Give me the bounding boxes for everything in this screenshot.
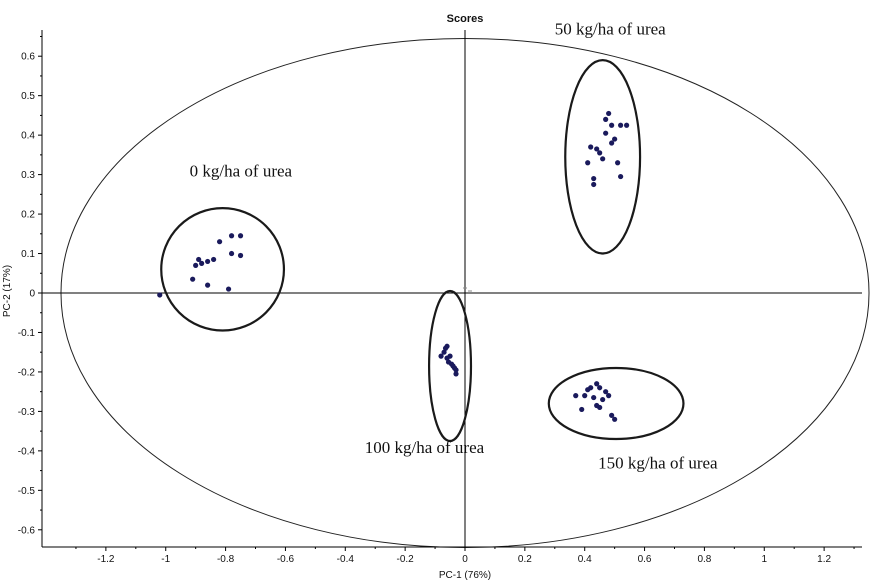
group-label: 50 kg/ha of urea: [555, 20, 666, 39]
chart-title: Scores: [447, 13, 484, 25]
x-tick-label: -0.4: [337, 554, 355, 565]
x-tick-label: 0.8: [697, 554, 711, 565]
x-tick-label: -0.8: [217, 554, 235, 565]
group-label: 0 kg/ha of urea: [190, 162, 293, 181]
x-tick-label: 0.6: [638, 554, 652, 565]
data-point: [588, 144, 594, 150]
data-point: [609, 140, 615, 146]
data-point: [606, 110, 612, 117]
origin-marker: [463, 287, 472, 292]
group-label-layer: 0 kg/ha of urea 50 kg/ha of urea 100 kg/ha…: [190, 20, 718, 473]
data-point: [196, 256, 202, 263]
data-point: [588, 385, 594, 391]
data-point: [582, 393, 588, 399]
data-point: [618, 122, 624, 128]
data-point: [609, 122, 615, 128]
y-tick-label: -0.6: [18, 525, 36, 536]
y-axis: 0.6 0.5 0.4 0.3 0.2 0.1 0 -0.1 -0.2 -0.3 -0.4 -0.5 -…: [18, 35, 42, 536]
data-point: [216, 239, 223, 245]
data-point: [609, 412, 615, 418]
data-point: [453, 367, 459, 373]
group-ellipse: [547, 366, 685, 441]
data-point: [606, 393, 612, 399]
data-point: [205, 282, 211, 288]
y-tick-label: 0.6: [21, 52, 35, 63]
data-point: [600, 156, 606, 162]
x-tick-label: 0.4: [578, 554, 592, 565]
data-point: [603, 389, 609, 395]
group-label: 150 kg/ha of urea: [598, 454, 718, 473]
data-point: [237, 252, 244, 259]
data-point: [453, 371, 459, 377]
data-point: [438, 353, 444, 359]
x-tick-label: -0.2: [397, 554, 415, 565]
x-tick-label: -0.6: [277, 554, 295, 565]
data-point: [225, 286, 232, 292]
data-point: [441, 349, 447, 355]
data-point: [594, 381, 600, 387]
data-point: [444, 343, 450, 349]
y-tick-label: 0: [29, 289, 35, 300]
y-tick-label: 0.2: [21, 210, 35, 221]
data-point-layer: [157, 110, 630, 422]
data-point: [579, 406, 585, 413]
y-tick-label: -0.1: [18, 328, 36, 339]
x-tick-label: 1.2: [817, 554, 831, 565]
data-point: [193, 262, 199, 268]
plot-frame: [41, 30, 862, 548]
data-point: [615, 160, 621, 166]
data-point: [573, 393, 579, 399]
data-point: [211, 256, 217, 263]
group-ellipse: [564, 59, 642, 255]
group-ellipse: [160, 207, 286, 332]
x-axis-label: PC-1 (76%): [439, 570, 491, 581]
x-tick-label: -1.2: [97, 554, 115, 565]
data-point: [600, 396, 606, 403]
data-point: [228, 233, 235, 239]
data-point: [597, 150, 603, 156]
group-label: 100 kg/ha of urea: [365, 438, 485, 457]
data-point: [228, 250, 235, 257]
y-tick-label: 0.4: [21, 131, 35, 142]
y-axis-label: PC-2 (17%): [2, 265, 13, 317]
data-point: [190, 276, 196, 282]
x-axis: -1.2 -1 -0.8 -0.6 -0.4 -0.2 0 0.2 0.4 0.6 0.8 1 1.2: [75, 547, 855, 565]
data-point: [199, 260, 205, 267]
data-point: [591, 394, 597, 401]
data-point: [612, 136, 618, 142]
data-point: [591, 175, 597, 182]
x-tick-label: 1: [761, 554, 767, 565]
data-point: [585, 160, 591, 166]
y-tick-label: 0.1: [21, 249, 35, 260]
data-point: [594, 402, 600, 409]
group-ellipse: [427, 289, 473, 443]
y-tick-label: -0.4: [18, 446, 36, 457]
data-point: [591, 181, 597, 188]
x-tick-label: 0: [462, 554, 468, 565]
data-point: [447, 353, 453, 359]
data-point: [594, 146, 600, 152]
data-point: [237, 233, 244, 239]
y-tick-label: -0.3: [18, 407, 36, 418]
y-tick-label: 0.3: [21, 170, 35, 181]
data-point: [603, 130, 609, 136]
group-ellipse-layer: [160, 59, 685, 443]
data-point: [597, 385, 603, 391]
x-tick-label: 0.2: [518, 554, 532, 565]
data-point: [157, 292, 163, 298]
data-point: [624, 122, 630, 128]
y-tick-label: -0.5: [18, 486, 36, 497]
data-point: [205, 258, 211, 265]
y-tick-label: 0.5: [21, 91, 35, 102]
x-tick-label: -1: [161, 554, 170, 565]
data-point: [618, 173, 624, 180]
data-point: [603, 116, 609, 122]
y-tick-label: -0.2: [18, 367, 36, 378]
data-point: [612, 416, 618, 422]
